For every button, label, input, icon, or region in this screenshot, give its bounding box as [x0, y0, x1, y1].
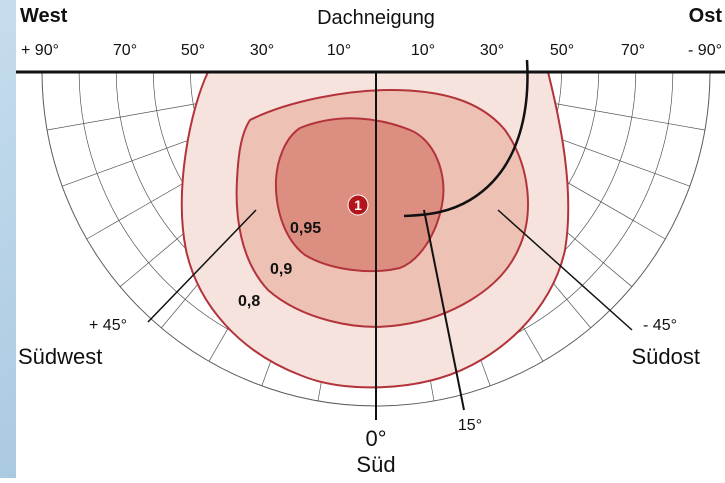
southeast-angle-label: - 45°: [643, 317, 677, 334]
pointer-angle-label: 15°: [458, 417, 482, 434]
marker-1-circle: [347, 194, 369, 216]
marker-1-label: 1: [354, 197, 362, 213]
east-label: Ost: [689, 5, 723, 27]
tilt-label: 50°: [550, 42, 574, 59]
southeast-leader-line: [497, 209, 633, 331]
southwest-leader-line: [147, 209, 257, 323]
tilt-scale: + 90° 70° 50° 30° 10° 10° 30° 50° 70° - …: [21, 42, 722, 59]
tilt-label: 70°: [113, 42, 137, 59]
tilt-label: 70°: [621, 42, 645, 59]
contour-label-0-8: 0,8: [238, 293, 260, 310]
southwest-angle-label: + 45°: [89, 317, 127, 334]
south-angle-label: 0°: [365, 426, 386, 451]
tilt-label: - 90°: [688, 42, 722, 59]
pointer-curve: [403, 59, 529, 218]
tilt-label: 10°: [411, 42, 435, 59]
southwest-label: Südwest: [18, 344, 102, 369]
west-label: West: [20, 5, 68, 27]
contour-label-0-9: 0,9: [270, 261, 292, 278]
contour-label-0-95: 0,95: [290, 220, 321, 237]
southeast-label: Südost: [632, 344, 701, 369]
pointer-15-line: [423, 209, 465, 411]
south-label: Süd: [356, 452, 395, 477]
tilt-label: 10°: [327, 42, 351, 59]
page-title: Dachneigung: [317, 7, 435, 29]
tilt-label: + 90°: [21, 42, 59, 59]
tilt-label: 30°: [480, 42, 504, 59]
tilt-label: 30°: [250, 42, 274, 59]
tilt-label: 50°: [181, 42, 205, 59]
